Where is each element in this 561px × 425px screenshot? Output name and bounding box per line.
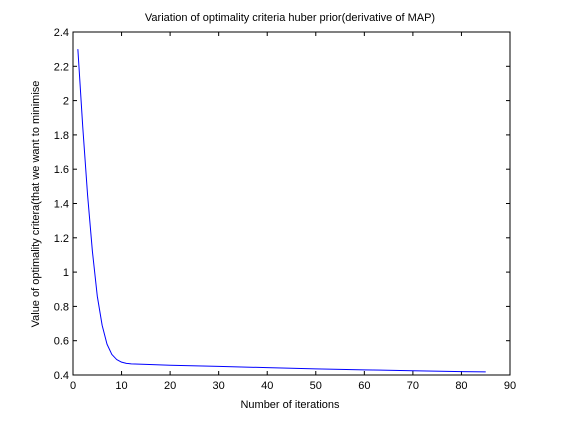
- x-tick-label: 80: [455, 380, 467, 392]
- x-tick-label: 90: [504, 380, 516, 392]
- x-axis-label: Number of iterations: [240, 399, 340, 411]
- x-tick-label: 0: [70, 380, 76, 392]
- series-layer: [77, 49, 486, 373]
- chart-title: Variation of optimality criteria huber p…: [145, 12, 435, 24]
- y-tick-label: 0.4: [54, 370, 69, 382]
- plot-area: [72, 31, 511, 376]
- x-tick-label: 30: [213, 380, 225, 392]
- y-tick-label: 1.4: [54, 199, 69, 211]
- y-tick-label: 1: [63, 267, 69, 279]
- y-tick-label: 2.2: [54, 61, 69, 73]
- series-line-1: [77, 49, 486, 373]
- x-tick-label: 40: [261, 380, 273, 392]
- x-tick-label: 20: [164, 380, 176, 392]
- y-tick-label: 0.8: [54, 301, 69, 313]
- x-tick-label: 50: [310, 380, 322, 392]
- y-tick-label: 1.6: [54, 164, 69, 176]
- y-tick-label: 0.6: [54, 336, 69, 348]
- x-tick-label: 10: [115, 380, 127, 392]
- y-tick-label: 1.2: [54, 233, 69, 245]
- x-tick-label: 70: [407, 380, 419, 392]
- x-tick-label: 60: [358, 380, 370, 392]
- y-tick-label: 2.4: [54, 27, 69, 39]
- y-tick-label: 2: [63, 96, 69, 108]
- y-axis: 0.4 0.6 0.8 1 1.2 1.4 1.6 1.8 2 2.2 2.4: [54, 27, 510, 382]
- y-axis-label: Value of optimality critera(that we want…: [30, 81, 42, 328]
- y-tick-label: 1.8: [54, 130, 69, 142]
- x-axis: 0 10 20 30 40 50 60 70 80 90: [70, 32, 516, 392]
